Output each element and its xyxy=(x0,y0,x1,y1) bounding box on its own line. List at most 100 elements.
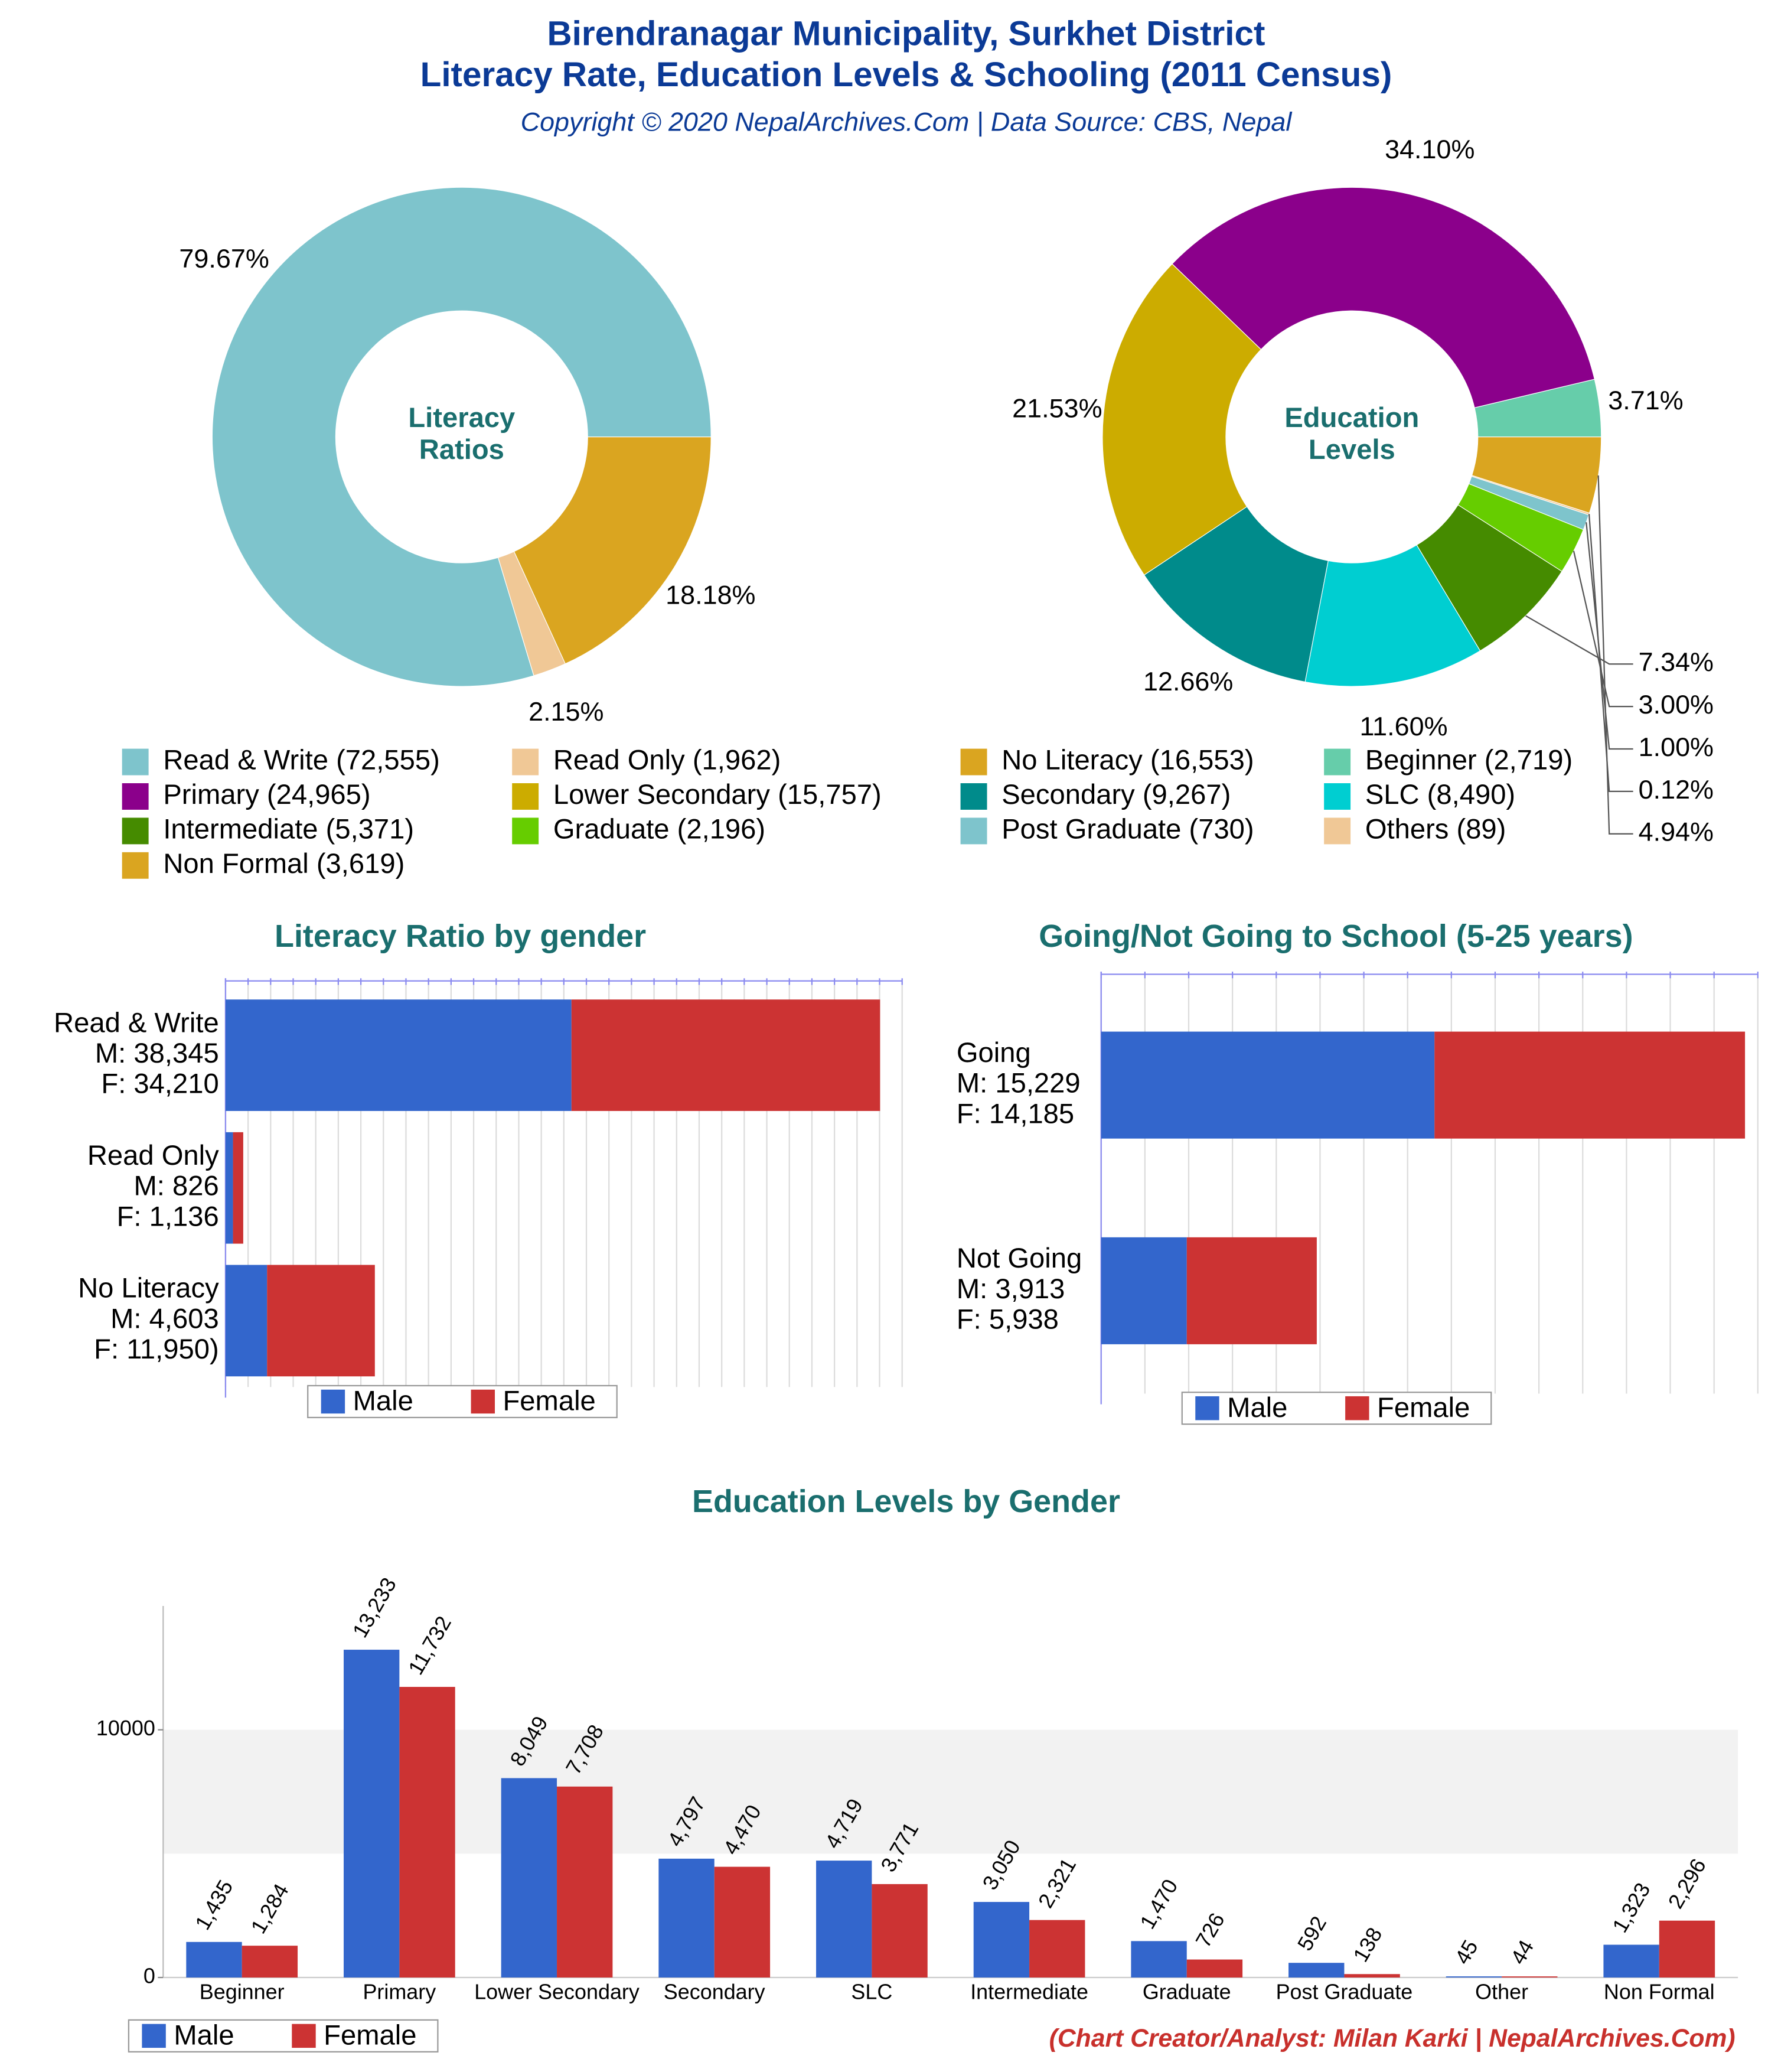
legend-label: No Literacy (16,553) xyxy=(1001,744,1254,776)
bar xyxy=(1446,1976,1502,1978)
slice-label: 18.18% xyxy=(665,579,755,610)
slice-label: 11.60% xyxy=(1360,711,1448,741)
category-value-label: F: 14,185 xyxy=(957,1097,1074,1129)
category-value-label: M: 826 xyxy=(133,1170,218,1201)
legend-swatch xyxy=(142,2024,166,2048)
legend-swatch xyxy=(321,1389,345,1414)
legend-swatch xyxy=(1324,783,1351,810)
donut-slice xyxy=(1304,544,1481,687)
legend-label: Post Graduate (730) xyxy=(1001,813,1254,844)
bar xyxy=(714,1866,771,1978)
category-label: Going xyxy=(957,1037,1031,1068)
legend-label: Female xyxy=(1377,1392,1470,1423)
legend-swatch xyxy=(1324,817,1351,845)
legend-swatch xyxy=(1324,748,1351,776)
slice-label: 4.94% xyxy=(1639,817,1714,847)
category-value-label: M: 15,229 xyxy=(957,1067,1081,1099)
x-tick-label: Intermediate xyxy=(970,1979,1088,2003)
legend-label: Male xyxy=(174,2019,234,2051)
slice-label: 0.12% xyxy=(1639,774,1714,804)
legend-swatch xyxy=(1195,1396,1219,1421)
chart-title: Going/Not Going to School (5-25 years) xyxy=(1039,918,1633,954)
legend-label: Non Formal (3,619) xyxy=(163,848,404,879)
slice-label: 3.71% xyxy=(1608,385,1683,415)
bar-segment xyxy=(1434,1031,1746,1139)
category-value-label: M: 4,603 xyxy=(110,1302,219,1334)
legend-label: Intermediate (5,371) xyxy=(163,813,414,844)
bar-segment xyxy=(233,1132,243,1244)
legend-label: Read Only (1,962) xyxy=(553,744,781,776)
category-label: Read & Write xyxy=(54,1006,219,1038)
donut-slice xyxy=(513,436,712,664)
bar xyxy=(1659,1920,1715,1978)
legend-box xyxy=(1181,1392,1492,1425)
legend-box xyxy=(307,1384,618,1419)
legend-label: Graduate (2,196) xyxy=(553,813,765,844)
donut-slice xyxy=(1471,436,1602,514)
legend-swatch xyxy=(122,852,149,879)
bar xyxy=(1502,1976,1558,1978)
bar-segment xyxy=(571,999,880,1111)
bar xyxy=(658,1858,715,1978)
legend-swatch xyxy=(512,748,539,776)
legend-label: Primary (24,965) xyxy=(163,778,370,810)
legend-swatch xyxy=(1345,1396,1369,1421)
legend-swatch xyxy=(960,783,987,810)
legend-swatch xyxy=(512,817,539,845)
bar-segment xyxy=(1101,1237,1187,1344)
y-tick-label: 0 xyxy=(143,1964,155,1988)
bar xyxy=(399,1686,455,1978)
chart-title: Literacy Ratio by gender xyxy=(275,918,646,954)
category-value-label: F: 34,210 xyxy=(101,1068,218,1099)
category-label: Not Going xyxy=(957,1242,1082,1273)
bar xyxy=(557,1786,613,1978)
legend-label: Female xyxy=(503,1385,595,1416)
slice-label: 34.10% xyxy=(1385,134,1474,164)
bar xyxy=(501,1778,557,1978)
legend-label: Others (89) xyxy=(1365,813,1506,844)
leader-line xyxy=(1597,475,1633,835)
category-label: Read Only xyxy=(87,1139,219,1171)
x-tick-label: Secondary xyxy=(664,1979,765,2003)
bar xyxy=(1344,1974,1400,1978)
legend-label: Male xyxy=(353,1385,413,1416)
legend-box xyxy=(128,2019,439,2053)
donut-center-label: Levels xyxy=(1309,434,1395,465)
x-tick-label: Primary xyxy=(363,1979,436,2003)
bar xyxy=(1029,1920,1085,1978)
bar xyxy=(973,1902,1030,1978)
subtitle: Copyright © 2020 NepalArchives.Com | Dat… xyxy=(521,106,1293,136)
donut-slice xyxy=(211,187,712,687)
legend-swatch xyxy=(512,783,539,810)
x-tick-label: Beginner xyxy=(200,1979,285,2003)
legend-swatch xyxy=(292,2024,316,2048)
legend-label: Beginner (2,719) xyxy=(1365,744,1573,776)
bar xyxy=(872,1884,928,1978)
bar-segment xyxy=(225,1132,233,1244)
category-value-label: F: 5,938 xyxy=(957,1304,1059,1335)
legend-swatch xyxy=(122,748,149,776)
bar xyxy=(343,1650,400,1978)
slice-label: 7.34% xyxy=(1639,647,1714,677)
legend-label: Secondary (9,267) xyxy=(1001,778,1231,810)
category-value-label: M: 3,913 xyxy=(957,1273,1065,1304)
bar-segment xyxy=(225,1265,267,1377)
leader-line xyxy=(1586,522,1633,750)
category-value-label: F: 11,950) xyxy=(94,1333,219,1364)
title-line: Literacy Rate, Education Levels & School… xyxy=(420,56,1392,94)
bar xyxy=(186,1941,242,1978)
bar-segment xyxy=(1101,1031,1435,1139)
x-tick-label: Graduate xyxy=(1143,1979,1231,2003)
title-line: Birendranagar Municipality, Surkhet Dist… xyxy=(547,15,1265,53)
bar xyxy=(242,1946,298,1978)
bar-segment xyxy=(267,1265,375,1377)
slice-label: 3.00% xyxy=(1639,689,1714,719)
donut-center-label: Education xyxy=(1284,402,1419,433)
slice-label: 12.66% xyxy=(1143,666,1233,696)
category-value-label: M: 38,345 xyxy=(95,1037,219,1068)
category-value-label: F: 1,136 xyxy=(117,1200,219,1232)
leader-line xyxy=(1573,550,1633,708)
legend-swatch xyxy=(122,817,149,845)
slice-label: 2.15% xyxy=(529,696,603,726)
